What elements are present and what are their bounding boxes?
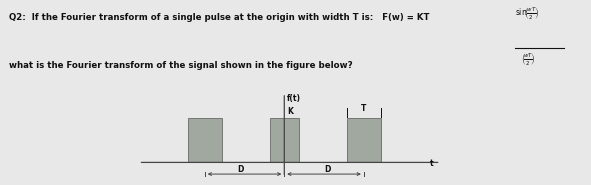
Bar: [187, 117, 222, 162]
Text: f(t): f(t): [287, 94, 300, 103]
Text: D: D: [238, 165, 244, 174]
Text: t: t: [430, 159, 434, 169]
Text: K: K: [287, 107, 293, 116]
Text: D: D: [324, 165, 331, 174]
Text: what is the Fourier transform of the signal shown in the figure below?: what is the Fourier transform of the sig…: [9, 61, 352, 70]
Text: $\left(\!\frac{wT}{2}\!\right)$: $\left(\!\frac{wT}{2}\!\right)$: [521, 52, 535, 68]
Bar: [346, 117, 381, 162]
Text: Q2:  If the Fourier transform of a single pulse at the origin with width T is:  : Q2: If the Fourier transform of a single…: [9, 13, 430, 22]
Text: T: T: [361, 104, 366, 113]
Bar: [269, 117, 299, 162]
Text: $\mathrm{sin}\!\left(\!\frac{wT}{2}\!\right)$: $\mathrm{sin}\!\left(\!\frac{wT}{2}\!\ri…: [515, 6, 540, 22]
